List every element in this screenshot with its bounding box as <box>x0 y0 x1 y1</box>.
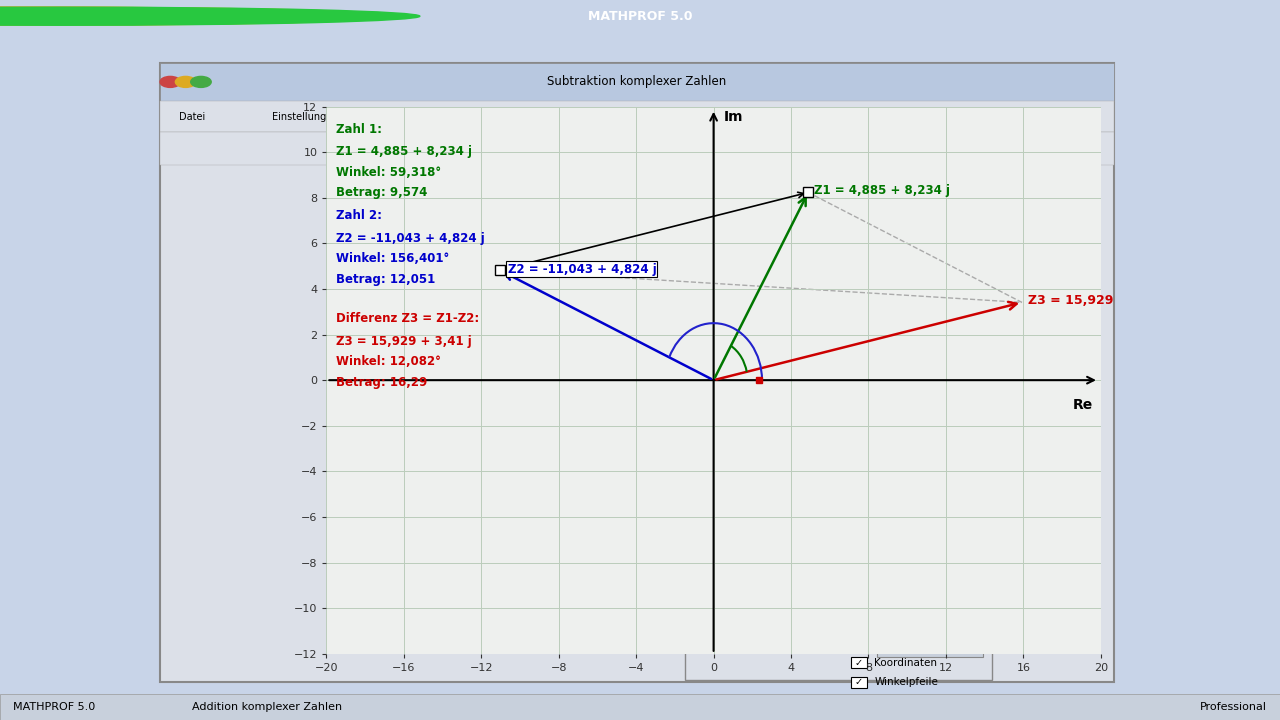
Text: Transformation: Transformation <box>550 112 623 122</box>
Text: Addition: Addition <box>717 600 760 610</box>
Circle shape <box>698 601 710 608</box>
Text: Zahl 2:: Zahl 2: <box>337 210 381 222</box>
Text: Professional: Professional <box>1201 702 1267 712</box>
Text: Z3 = 15,929 + 3,41 j: Z3 = 15,929 + 3,41 j <box>337 335 472 348</box>
Bar <box>160 63 1114 682</box>
Bar <box>851 677 867 688</box>
Circle shape <box>191 76 211 87</box>
Text: Z1 = 4,885 + 8,234 j: Z1 = 4,885 + 8,234 j <box>337 145 472 158</box>
Text: Subtraktion komplexer Zahlen: Subtraktion komplexer Zahlen <box>547 76 727 89</box>
Circle shape <box>175 76 196 87</box>
Text: Simulation: Simulation <box>902 622 957 632</box>
Text: Darstellen: Darstellen <box>643 112 694 122</box>
Text: Z2 = -11,043 + 4,824 j: Z2 = -11,043 + 4,824 j <box>508 263 657 276</box>
Text: Zahl 1:: Zahl 1: <box>337 122 381 135</box>
Text: Subtraktion komplexer Zahlen: Subtraktion komplexer Zahlen <box>764 567 913 577</box>
Text: Z1 = 4,885 + 8,234 j: Z1 = 4,885 + 8,234 j <box>814 184 950 197</box>
Text: Datei: Datei <box>179 112 206 122</box>
Text: Winkelpfeile: Winkelpfeile <box>874 678 938 687</box>
Text: Winkel: 12,082°: Winkel: 12,082° <box>337 355 440 368</box>
Bar <box>877 642 983 657</box>
Bar <box>685 559 992 584</box>
Circle shape <box>699 567 714 575</box>
Text: Objekte: Objekte <box>458 112 495 122</box>
Circle shape <box>712 567 727 575</box>
Text: Einstellungen: Einstellungen <box>273 112 338 122</box>
Text: Z2 = -11,043 + 4,824 j: Z2 = -11,043 + 4,824 j <box>337 232 485 245</box>
Text: Z3 = 15,929: Z3 = 15,929 <box>1028 294 1114 307</box>
Text: MATHPROF 5.0: MATHPROF 5.0 <box>588 9 692 23</box>
Text: Winkel: 156,401°: Winkel: 156,401° <box>337 253 449 266</box>
Circle shape <box>160 76 180 87</box>
Text: Eigenschaft: Eigenschaft <box>736 112 794 122</box>
Bar <box>851 657 867 668</box>
Text: Zoom: Zoom <box>365 112 393 122</box>
Text: Subtraktion: Subtraktion <box>717 620 778 630</box>
Text: Hilfe: Hilfe <box>1014 112 1037 122</box>
Text: Ausblenden: Ausblenden <box>899 645 961 655</box>
Bar <box>685 559 992 680</box>
Bar <box>160 63 1114 101</box>
Bar <box>160 101 1114 132</box>
Circle shape <box>700 623 708 627</box>
Bar <box>0 694 1280 720</box>
Text: ✓: ✓ <box>855 678 863 687</box>
Text: Koordinaten: Koordinaten <box>874 658 937 668</box>
Text: Betrag: 16,29: Betrag: 16,29 <box>337 376 428 389</box>
Bar <box>160 132 1114 165</box>
Text: Addition komplexer Zahlen: Addition komplexer Zahlen <box>192 702 342 712</box>
Text: Punkte: Punkte <box>911 600 948 610</box>
Text: Winkel: 59,318°: Winkel: 59,318° <box>337 166 442 179</box>
Text: Betrag: 12,051: Betrag: 12,051 <box>337 273 435 286</box>
Text: Differenz Z3 = Z1-Z2:: Differenz Z3 = Z1-Z2: <box>337 312 479 325</box>
Circle shape <box>0 7 420 25</box>
Text: P beschriften: P beschriften <box>874 639 943 649</box>
Bar <box>877 619 983 634</box>
Text: Drucken: Drucken <box>922 112 963 122</box>
Circle shape <box>0 7 374 25</box>
Bar <box>877 596 983 611</box>
Bar <box>851 638 867 649</box>
Text: Beschriftung: Beschriftung <box>829 112 891 122</box>
Text: MATHPROF 5.0: MATHPROF 5.0 <box>13 702 95 712</box>
Circle shape <box>698 621 710 629</box>
Circle shape <box>0 7 397 25</box>
Text: ✓: ✓ <box>855 658 863 668</box>
Text: ✓: ✓ <box>855 639 863 649</box>
Circle shape <box>686 567 701 575</box>
Text: Betrag: 9,574: Betrag: 9,574 <box>337 186 428 199</box>
Text: Re: Re <box>1073 398 1093 413</box>
Text: Im: Im <box>723 110 742 124</box>
